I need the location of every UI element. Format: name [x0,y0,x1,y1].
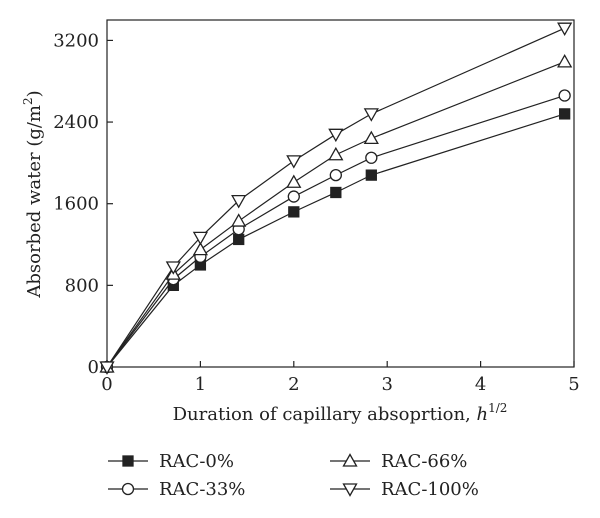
x-tick-label: 0 [101,374,112,395]
y-axis-label-text: Absorbed water (g/m [24,105,45,299]
y-axis-label-close: ) [24,90,45,97]
legend-entry: RAC-33% [108,479,245,500]
legend-marker [342,483,358,497]
x-axis-label-unit: h [476,404,488,425]
x-tick-label: 3 [381,374,392,395]
legend: RAC-0% RAC-66% RAC-33% RAC-100% [108,451,479,500]
data-point [365,151,378,164]
plot-frame [106,19,575,368]
data-point [192,241,209,256]
x-axis-label: Duration of capillary absoprtion, h1/2 [173,401,508,425]
data-point [233,233,245,246]
y-tick-label: 0 [88,357,99,378]
data-point [287,190,300,203]
data-point [559,108,571,120]
legend-label: RAC-100% [381,479,479,500]
series-layer [99,22,573,375]
y-tick-label: 2400 [53,112,99,133]
data-point [328,146,344,161]
data-point [330,186,342,199]
data-point [231,194,247,209]
data-point [363,130,379,145]
x-axis-label-exp: 1/2 [488,401,507,415]
x-tick-label: 1 [195,374,206,395]
data-point [286,155,302,169]
data-point [165,261,181,275]
legend-entry: RAC-0% [108,451,234,472]
legend-label: RAC-0% [159,451,234,472]
data-point [99,361,115,375]
legend-entry: RAC-66% [330,451,467,472]
x-axis-label-text: Duration of capillary absoprtion, [173,404,477,425]
data-point [558,89,571,102]
data-point [328,128,344,143]
data-point [363,108,379,122]
legend-label: RAC-66% [381,451,467,472]
y-axis-label: Absorbed water (g/m2) [21,90,45,298]
y-axis-label-exp: 2 [21,97,35,105]
data-point [231,213,247,227]
data-point [365,169,377,181]
axis-ticks: 0 1 2 3 4 5 0 800 1600 2400 3200 [53,30,580,395]
legend-marker [342,453,358,467]
series-3 [99,54,573,373]
x-tick-label: 2 [288,374,299,395]
y-tick-label: 1600 [53,194,99,215]
y-tick-label: 800 [65,275,99,296]
series-line [106,61,565,368]
legend-marker [122,455,134,467]
legend-entry: RAC-100% [330,479,479,500]
series-4 [99,22,573,375]
data-point [557,22,573,36]
x-tick-label: 4 [475,374,486,395]
data-point [329,168,342,182]
data-point [192,231,209,246]
legend-label: RAC-33% [159,479,245,500]
data-point [286,174,302,188]
y-tick-label: 3200 [53,30,99,51]
legend-marker [121,482,135,496]
x-tick-label: 5 [568,374,579,395]
data-point [557,54,573,68]
data-point [288,206,300,218]
